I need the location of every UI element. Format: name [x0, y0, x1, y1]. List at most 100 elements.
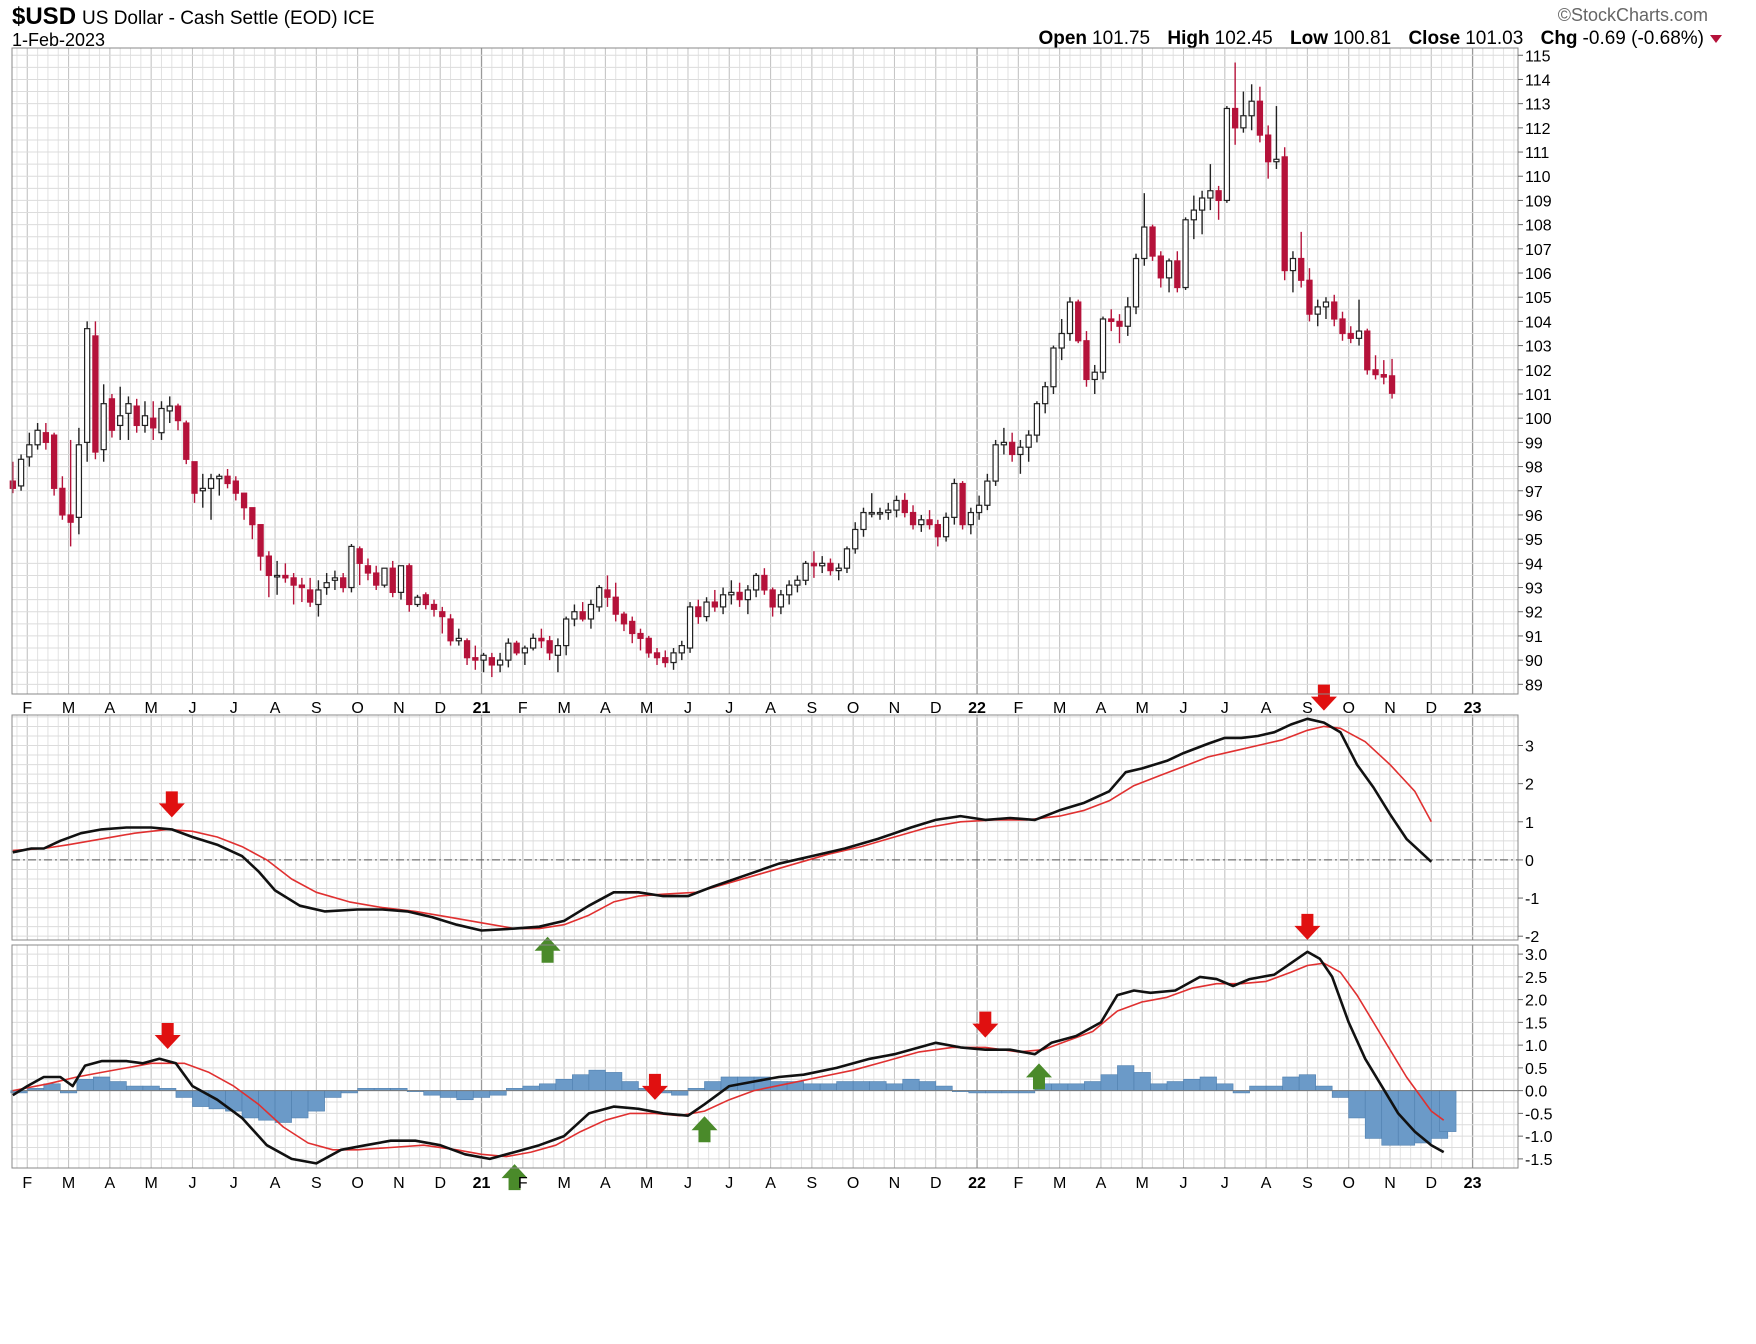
x-tick-label: O [351, 700, 363, 717]
candle-body [637, 632, 644, 639]
candle-body [563, 618, 570, 647]
y-tick-label: 89 [1525, 677, 1543, 694]
y-tick-label: 2.0 [1525, 993, 1547, 1010]
histogram-bar [1298, 1074, 1316, 1091]
candle-body [1355, 330, 1363, 339]
x-tick-label: O [1342, 1175, 1354, 1192]
histogram-bar [588, 1069, 606, 1091]
candle-body [1157, 255, 1164, 279]
histogram-bar [1282, 1076, 1300, 1091]
candle-body [17, 458, 25, 487]
candle-body [488, 657, 495, 666]
candle-body [513, 642, 520, 654]
y-tick-label: 111 [1525, 145, 1549, 162]
candle-body [34, 429, 41, 446]
x-tick-label: A [600, 1175, 611, 1192]
y-tick-label: 2 [1525, 777, 1534, 794]
candle-body [207, 478, 215, 489]
candle-body [819, 562, 826, 567]
candle-body [1058, 332, 1065, 349]
candle-body [397, 565, 405, 593]
x-tick-label: A [1096, 700, 1107, 717]
y-tick-label: -0.5 [1525, 1106, 1553, 1123]
x-tick-label: 23 [1464, 700, 1482, 717]
candle-body [876, 511, 884, 515]
x-tick-label: A [765, 700, 776, 717]
x-tick-label: 21 [473, 700, 491, 717]
candle-body [224, 475, 231, 485]
x-tick-label: F [518, 700, 528, 717]
x-tick-label: J [684, 700, 692, 717]
candle-body [216, 475, 223, 480]
candle-body [1149, 226, 1156, 257]
histogram-bar [1265, 1085, 1283, 1091]
histogram-bar [93, 1076, 111, 1091]
histogram-bar [76, 1078, 94, 1091]
histogram-bar [539, 1083, 557, 1091]
candle-body [827, 562, 834, 572]
candle-body [158, 407, 165, 434]
x-tick-label: D [434, 700, 446, 717]
candle-body [670, 652, 677, 664]
candle-body [596, 586, 603, 608]
histogram-bar [918, 1081, 937, 1091]
x-tick-label: O [847, 1175, 859, 1192]
x-tick-label: J [1180, 1175, 1188, 1192]
buy-arrow-icon [1025, 1063, 1052, 1090]
candle-body [744, 589, 752, 601]
ohlc-readout: Open 101.75 High 102.45 Low 100.81 Close 101… [1026, 28, 1722, 50]
x-tick-label: M [1053, 700, 1066, 717]
macd-line [12, 950, 1445, 1165]
candle-body [959, 482, 966, 526]
histogram-bar [1166, 1081, 1184, 1091]
candle-body [769, 589, 776, 608]
candle-body [538, 637, 545, 642]
candle-body [50, 434, 58, 489]
chart-date: 1-Feb-2023 [12, 30, 106, 50]
low-value: 100.81 [1333, 28, 1392, 49]
y-tick-label: 115 [1525, 48, 1551, 65]
histogram-bar [1331, 1090, 1349, 1098]
candle-body [728, 591, 735, 596]
histogram-bar [307, 1090, 325, 1112]
x-tick-label: 22 [968, 700, 986, 717]
candle-body [75, 444, 83, 518]
histogram-bar [1084, 1081, 1102, 1091]
candle-body [389, 567, 396, 593]
candle-body [794, 579, 801, 586]
x-tick-label: J [1221, 1175, 1229, 1192]
candle-body [1025, 434, 1032, 448]
y-tick-label: 113 [1525, 97, 1551, 114]
candle-body [1050, 347, 1057, 388]
macd-line [12, 717, 1433, 932]
x-tick-label: M [144, 1175, 157, 1192]
candle-body [141, 415, 149, 427]
candle-body [133, 405, 140, 427]
y-tick-label: 2.5 [1525, 970, 1547, 987]
candle-body [686, 606, 694, 649]
candle-body [406, 565, 413, 606]
y-tick-label: 112 [1525, 121, 1551, 138]
histogram-bar [836, 1081, 854, 1091]
candle-body [315, 589, 322, 606]
y-tick-label: 99 [1525, 435, 1543, 452]
candle-body [356, 548, 363, 564]
candle-body [546, 640, 553, 654]
y-tick-label: 107 [1525, 242, 1552, 259]
candle-body [885, 509, 892, 514]
x-tick-label: S [1302, 1175, 1313, 1192]
candle-body [843, 548, 851, 569]
candle-body [926, 519, 933, 526]
panel-frame [11, 47, 1519, 695]
histogram-bar [1117, 1065, 1135, 1091]
candle-body [505, 642, 512, 661]
candle-body [975, 504, 983, 514]
y-tick-label: 100 [1525, 411, 1552, 428]
candle-body [703, 601, 710, 618]
candle-body [620, 613, 628, 625]
candle-body [232, 480, 239, 494]
candle-body [1066, 301, 1074, 335]
x-tick-label: A [1261, 700, 1272, 717]
candle-body [736, 591, 743, 601]
candle-body [785, 584, 793, 596]
